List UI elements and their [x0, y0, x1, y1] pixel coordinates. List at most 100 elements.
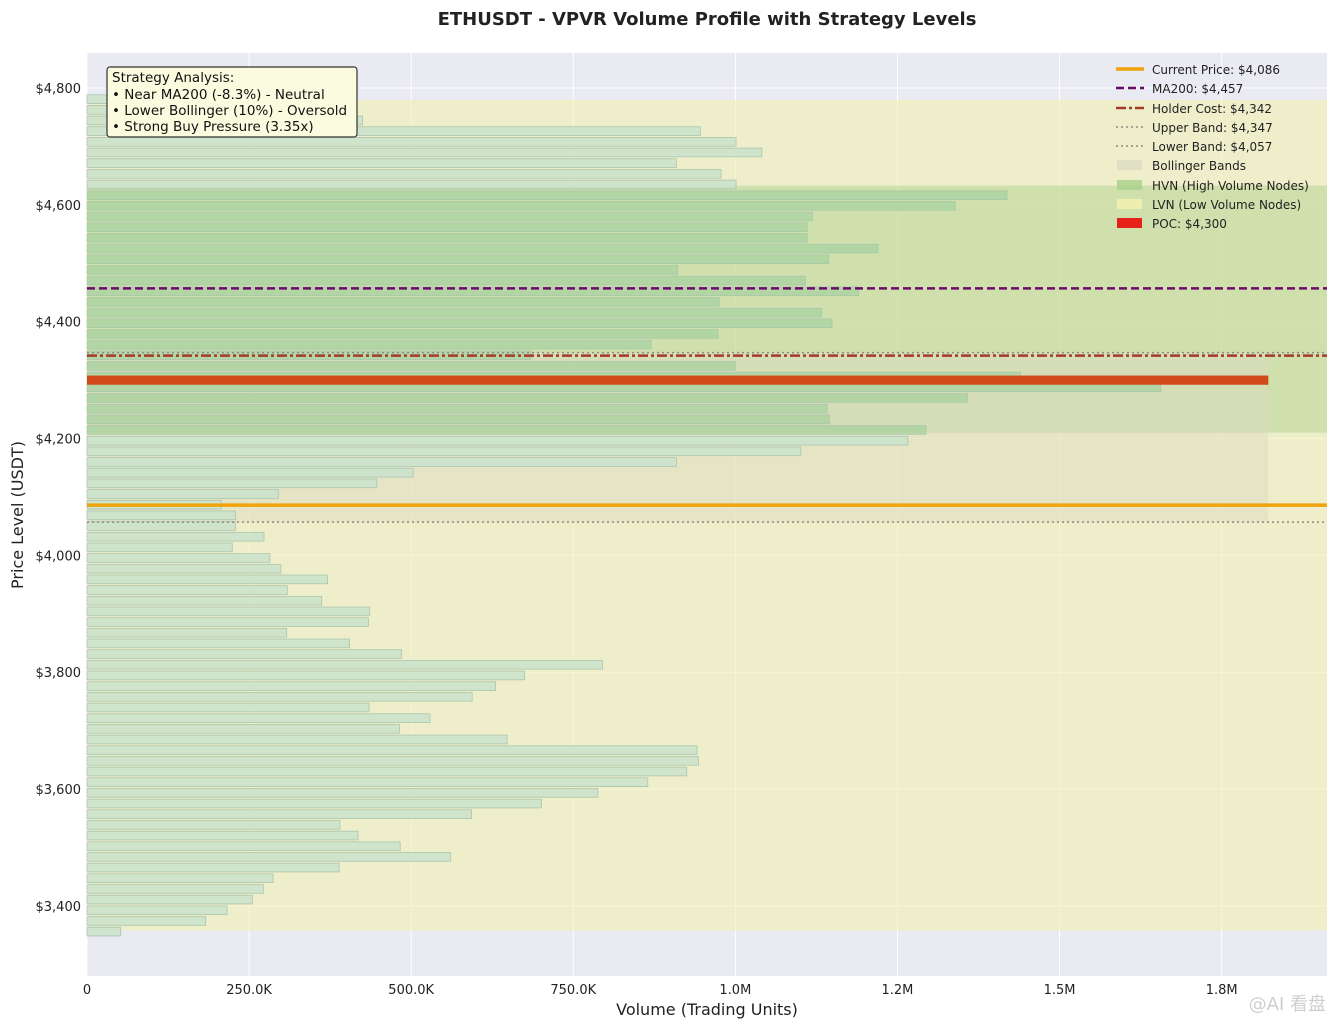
- volume-bar: [86, 788, 599, 798]
- volume-bar: [86, 756, 699, 766]
- y-tick-label: $4,000: [36, 549, 82, 564]
- legend-label-hvn: HVN (High Volume Nodes): [1152, 179, 1309, 193]
- volume-bar: [86, 339, 652, 350]
- y-tick-label: $4,800: [36, 82, 82, 97]
- legend-label-bollinger: Bollinger Bands: [1152, 159, 1246, 173]
- volume-bar: [86, 873, 274, 884]
- volume-bar: [86, 425, 927, 435]
- x-axis-ticks: 0 250.0K 500.0K 750.0K 1.0M 1.2M 1.5M 1.8M: [83, 983, 1238, 998]
- volume-bar: [86, 286, 859, 297]
- legend-swatch-hvn: [1117, 180, 1142, 190]
- watermark: @AI 看盘: [1249, 994, 1326, 1015]
- strategy-level-lines: [87, 287, 1327, 523]
- x-tick-label: 1.2M: [882, 983, 914, 998]
- volume-bar: [86, 692, 473, 702]
- x-axis-label: Volume (Trading Units): [616, 1000, 798, 1019]
- volume-bar: [86, 606, 371, 617]
- volume-bar: [86, 563, 282, 574]
- x-tick-label: 1.0M: [719, 983, 751, 998]
- legend: Current Price: $4,086 MA200: $4,457 Hold…: [1116, 63, 1309, 231]
- volume-bar: [86, 297, 720, 307]
- volume-bar: [86, 681, 496, 691]
- volume-bar: [86, 446, 802, 457]
- volume-bar: [86, 916, 207, 926]
- annotation-line: • Strong Buy Pressure (3.35x): [112, 119, 314, 135]
- legend-swatch-poc: [1117, 218, 1142, 228]
- legend-label-upper-band: Upper Band: $4,347: [1152, 121, 1273, 135]
- volume-bar: [86, 713, 431, 723]
- volume-bar: [86, 478, 378, 489]
- legend-label-current-price: Current Price: $4,086: [1152, 63, 1280, 77]
- volume-bar: [86, 233, 808, 243]
- volume-bar: [86, 414, 830, 425]
- volume-bar: [86, 211, 813, 222]
- volume-bar: [86, 905, 228, 916]
- volume-bar: [86, 489, 279, 499]
- volume-bar: [86, 820, 341, 830]
- volume-bar: [86, 926, 122, 937]
- annotation-box-background: [106, 66, 358, 138]
- volume-bar: [86, 766, 688, 777]
- annotation-line: • Lower Bollinger (10%) - Oversold: [112, 103, 347, 119]
- volume-bar: [86, 457, 677, 467]
- volume-bar: [86, 147, 763, 158]
- y-tick-label: $4,400: [36, 316, 82, 331]
- volume-bar: [86, 777, 649, 787]
- volume-bar: [86, 393, 968, 403]
- volume-bar: [86, 702, 370, 713]
- legend-label-lvn: LVN (Low Volume Nodes): [1152, 198, 1301, 212]
- x-tick-label: 250.0K: [226, 983, 272, 998]
- legend-swatch-bollinger: [1117, 160, 1142, 170]
- volume-bar: [86, 809, 472, 819]
- volume-bar: [86, 649, 402, 659]
- y-axis-ticks: $3,400 $3,600 $3,800 $4,000 $4,200 $4,400 $4,6…: [36, 82, 82, 915]
- volume-bar: [86, 894, 253, 905]
- volume-bar: [86, 660, 603, 670]
- y-tick-label: $3,400: [36, 900, 82, 915]
- y-tick-label: $3,600: [36, 783, 82, 798]
- volume-bar: [86, 158, 677, 168]
- volume-bar: [86, 137, 737, 147]
- volume-bar: [86, 201, 956, 211]
- legend-swatch-lvn: [1117, 199, 1142, 209]
- volume-bar: [86, 190, 1008, 200]
- legend-label-lower-band: Lower Band: $4,057: [1152, 140, 1272, 154]
- x-tick-label: 500.0K: [388, 983, 434, 998]
- volume-bar: [86, 798, 542, 809]
- volume-bar: [86, 638, 350, 649]
- volume-bar: [86, 403, 828, 414]
- volume-bar: [86, 521, 236, 531]
- volume-bar: [86, 265, 679, 275]
- y-axis-label: Price Level (USDT): [8, 441, 27, 589]
- volume-bar: [86, 617, 369, 627]
- y-tick-label: $4,200: [36, 433, 82, 448]
- y-tick-label: $3,800: [36, 666, 82, 681]
- legend-label-ma200: MA200: $4,457: [1152, 82, 1243, 96]
- volume-bar: [86, 361, 736, 371]
- volume-bar: [86, 222, 808, 232]
- volume-bar: [86, 670, 526, 681]
- annotation-line: Strategy Analysis:: [112, 70, 234, 86]
- volume-bar: [86, 862, 340, 873]
- volume-bar: [86, 243, 879, 254]
- poc-bar: [87, 375, 1269, 385]
- strategy-annotation-box: Strategy Analysis: • Near MA200 (-8.3%) …: [106, 66, 358, 138]
- volume-bar: [86, 553, 271, 563]
- volume-bar: [86, 531, 265, 542]
- volume-bar: [86, 574, 328, 585]
- volume-bar: [86, 169, 722, 179]
- volume-bar: [86, 852, 452, 862]
- volume-bar: [86, 435, 909, 446]
- y-tick-label: $4,600: [36, 199, 82, 214]
- volume-bar: [86, 627, 288, 638]
- volume-bar: [86, 329, 719, 339]
- volume-bar: [86, 510, 236, 521]
- volume-bar: [86, 595, 323, 606]
- legend-label-poc: POC: $4,300: [1152, 217, 1227, 231]
- volume-bar: [86, 307, 822, 318]
- legend-label-holder-cost: Holder Cost: $4,342: [1152, 102, 1272, 116]
- volume-bar: [86, 734, 508, 745]
- volume-bar: [86, 275, 806, 286]
